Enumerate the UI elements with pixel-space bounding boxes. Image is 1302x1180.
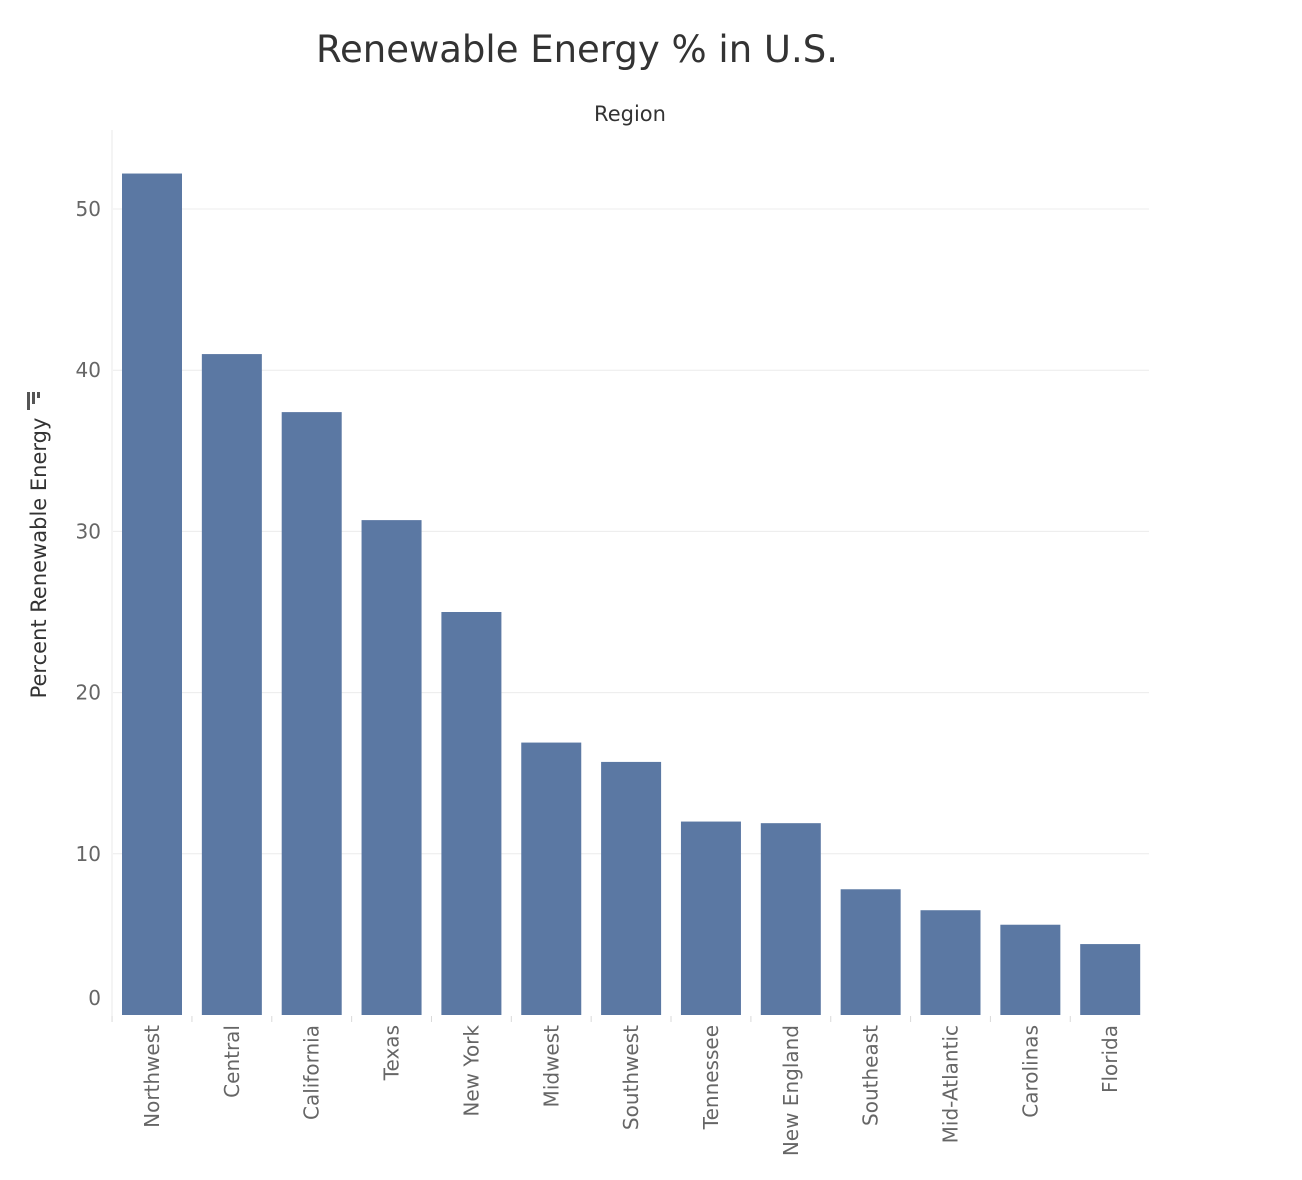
bar[interactable]: [1080, 944, 1141, 1015]
x-tick-label: Mid-Atlantic: [939, 1025, 963, 1143]
x-tick-label: New England: [779, 1025, 803, 1156]
x-tick-label: Southeast: [859, 1025, 883, 1126]
y-axis-ticks: 0 10 20 30 40 50: [76, 197, 101, 1010]
x-tick-label: New York: [459, 1025, 483, 1117]
bar[interactable]: [361, 520, 422, 1015]
bar[interactable]: [760, 823, 821, 1015]
y-tick-label: 50: [76, 197, 101, 221]
x-tick-label: Texas: [380, 1025, 404, 1081]
x-axis-ticks: Northwest Central California Texas New York M…: [111, 1016, 1122, 1156]
gridlines: [113, 208, 1149, 855]
bar[interactable]: [920, 910, 981, 1015]
y-tick-label: 10: [76, 842, 101, 866]
x-tick-label: Northwest: [140, 1025, 164, 1128]
y-tick-label: 40: [76, 358, 101, 382]
y-tick-label: 20: [76, 681, 101, 705]
x-tick-label: Carolinas: [1018, 1025, 1042, 1118]
bar[interactable]: [201, 354, 262, 1016]
bar[interactable]: [441, 612, 502, 1015]
y-tick-label: 0: [88, 986, 101, 1010]
chart-title: Renewable Energy % in U.S.: [316, 28, 838, 71]
bar[interactable]: [281, 412, 342, 1015]
x-tick-label: California: [300, 1025, 324, 1120]
x-tick-label: Midwest: [539, 1025, 563, 1108]
y-tick-label: 30: [76, 519, 101, 543]
column-header-label: Region: [594, 102, 666, 126]
sort-descending-icon[interactable]: [27, 392, 40, 410]
y-axis-label: Percent Renewable Energy: [27, 418, 51, 699]
bar[interactable]: [840, 889, 901, 1015]
x-tick-label: Southwest: [619, 1025, 643, 1130]
bar[interactable]: [1000, 924, 1061, 1015]
bars: [122, 173, 1141, 1016]
x-tick-label: Tennessee: [699, 1025, 723, 1130]
bar[interactable]: [521, 742, 582, 1015]
x-tick-label: Central: [220, 1025, 244, 1098]
bar[interactable]: [680, 821, 741, 1015]
x-tick-label: Florida: [1098, 1025, 1122, 1093]
bar[interactable]: [601, 761, 662, 1015]
bar[interactable]: [122, 173, 182, 1015]
